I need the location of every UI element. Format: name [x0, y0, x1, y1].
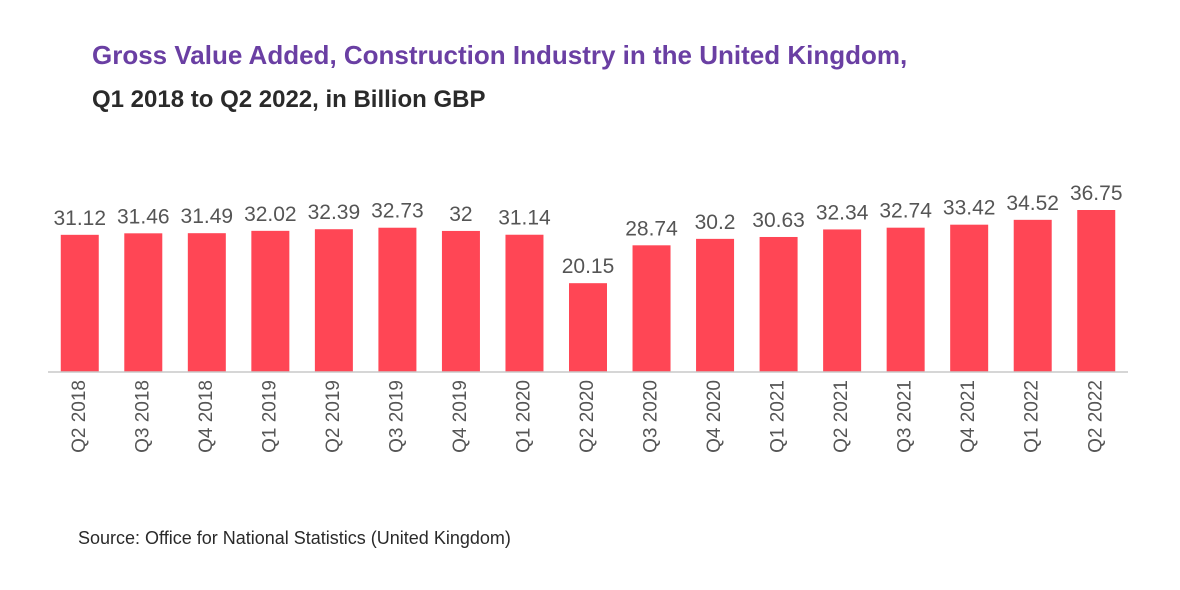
x-tick-label: Q2 2022 [1085, 380, 1106, 453]
bar-q1-2022 [1013, 219, 1052, 372]
value-label: 32 [449, 203, 472, 226]
x-tick-label: Q1 2019 [259, 380, 280, 453]
x-tick-label: Q1 2020 [513, 380, 534, 453]
value-label: 30.63 [752, 209, 805, 232]
value-label: 33.42 [943, 197, 996, 220]
x-tick-label: Q2 2018 [69, 380, 90, 453]
value-label: 32.73 [371, 200, 424, 223]
x-tick-label: Q3 2020 [641, 380, 662, 453]
bar-q2-2022 [1077, 210, 1116, 372]
value-label: 34.52 [1006, 192, 1059, 215]
value-label: 32.39 [308, 201, 361, 224]
value-label: 31.12 [53, 207, 106, 230]
bar-q2-2019 [314, 229, 353, 372]
value-label: 31.49 [181, 205, 234, 228]
x-tick-label: Q1 2021 [768, 380, 789, 453]
x-tick-label: Q2 2020 [577, 380, 598, 453]
value-label: 31.14 [498, 207, 551, 230]
value-label: 20.15 [562, 255, 615, 278]
bar-q2-2021 [823, 229, 862, 372]
value-label: 32.34 [816, 201, 869, 224]
bar-q4-2020 [696, 238, 735, 372]
value-label: 31.46 [117, 205, 170, 228]
bars-group [60, 210, 1116, 372]
bar-q1-2021 [759, 236, 798, 372]
value-label: 32.02 [244, 203, 297, 226]
bar-q1-2019 [251, 230, 290, 372]
bar-q3-2018 [124, 233, 163, 372]
bar-q2-2020 [569, 283, 607, 372]
x-tick-label: Q3 2021 [895, 380, 916, 453]
bar-q3-2021 [886, 227, 925, 372]
source-note: Source: Office for National Statistics (… [78, 528, 511, 548]
bar-q3-2019 [378, 227, 417, 372]
x-tick-labels-group: Q2 2018 Q3 2018 Q4 2018 Q1 2019 Q2 2019 Q3 20… [69, 380, 1106, 453]
x-tick-label: Q3 2019 [386, 380, 407, 453]
x-tick-label: Q4 2018 [196, 380, 217, 453]
bar-q1-2020 [505, 234, 544, 372]
value-label: 28.74 [625, 217, 678, 240]
x-tick-label: Q2 2019 [323, 380, 344, 453]
x-tick-label: Q4 2021 [958, 380, 979, 453]
value-label: 32.74 [879, 200, 932, 223]
bar-q3-2020 [632, 245, 671, 372]
bar-q4-2021 [950, 224, 989, 372]
x-tick-label: Q2 2021 [831, 380, 852, 453]
x-tick-label: Q4 2019 [450, 380, 471, 453]
chart-title: Gross Value Added, Construction Industry… [92, 40, 908, 70]
x-tick-label: Q1 2022 [1022, 380, 1043, 453]
bar-q4-2018 [187, 233, 226, 372]
bar-q2-2018 [60, 234, 99, 372]
x-tick-label: Q3 2018 [132, 380, 153, 453]
x-tick-label: Q4 2020 [704, 380, 725, 453]
bar-q4-2019 [441, 230, 480, 372]
value-label: 30.2 [695, 211, 736, 234]
chart-subtitle: Q1 2018 to Q2 2022, in Billion GBP [92, 86, 486, 113]
value-labels-group: 31.12 31.46 31.49 32.02 32.39 32.73 32 31.14 20.… [53, 182, 1122, 278]
bar-chart: 31.12 31.46 31.49 32.02 32.39 32.73 32 31.14 20.… [48, 182, 1128, 453]
value-label: 36.75 [1070, 182, 1123, 205]
